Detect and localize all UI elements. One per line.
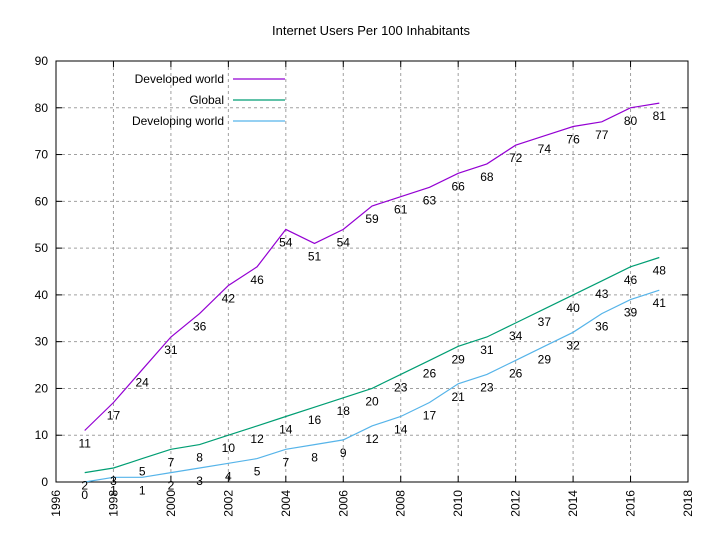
series-line-developing-world xyxy=(84,289,660,483)
data-label-global: 8 xyxy=(196,451,203,465)
plot-frame xyxy=(55,60,689,483)
y-tick-label: 50 xyxy=(35,241,49,255)
data-label-global: 46 xyxy=(624,273,638,287)
data-label-global: 34 xyxy=(509,329,523,343)
data-label-global: 31 xyxy=(480,343,494,357)
x-tick-label: 2010 xyxy=(451,490,465,517)
y-tick-label: 80 xyxy=(35,101,49,115)
data-label-developing-world: 12 xyxy=(365,432,379,446)
chart-title: Internet Users Per 100 Inhabitants xyxy=(272,23,471,38)
x-tick-label: 2008 xyxy=(394,490,408,517)
data-label-developing-world: 4 xyxy=(225,469,232,483)
data-label-developed-world: 76 xyxy=(566,132,580,146)
x-tick-label: 2004 xyxy=(279,490,293,517)
data-label-developing-world: 26 xyxy=(509,366,523,380)
series-line-global xyxy=(84,256,660,474)
data-label-global: 20 xyxy=(365,394,379,408)
data-label-developed-world: 31 xyxy=(164,343,178,357)
x-tick-label: 2018 xyxy=(681,490,695,517)
data-label-developed-world: 54 xyxy=(337,235,351,249)
data-label-developed-world: 51 xyxy=(308,249,322,263)
x-tick-label: 2014 xyxy=(566,490,580,517)
data-label-developing-world: 2 xyxy=(168,479,175,493)
data-label-developing-world: 5 xyxy=(254,465,261,479)
data-label-developing-world: 41 xyxy=(653,296,667,310)
data-label-global: 23 xyxy=(394,380,408,394)
data-label-developed-world: 54 xyxy=(279,235,293,249)
data-label-global: 14 xyxy=(279,423,293,437)
y-tick-label: 0 xyxy=(41,475,48,489)
data-label-developing-world: 21 xyxy=(452,390,466,404)
data-label-global: 37 xyxy=(538,315,552,329)
data-label-developed-world: 42 xyxy=(222,292,236,306)
data-label-global: 18 xyxy=(337,404,351,418)
data-label-global: 16 xyxy=(308,413,322,427)
data-label-global: 26 xyxy=(423,366,437,380)
series-lines xyxy=(84,102,660,483)
legend-label-developing-world: Developing world xyxy=(132,114,224,128)
data-label-global: 29 xyxy=(452,352,466,366)
data-label-developing-world: 39 xyxy=(624,306,638,320)
data-label-global: 48 xyxy=(653,263,667,277)
y-tick-label: 30 xyxy=(35,335,49,349)
legend: Developed world Global Developing world xyxy=(132,72,285,128)
data-label-developed-world: 17 xyxy=(107,408,121,422)
y-tick-label: 20 xyxy=(35,381,49,395)
data-label-global: 3 xyxy=(110,474,117,488)
data-label-developed-world: 80 xyxy=(624,114,638,128)
data-label-global: 2 xyxy=(81,479,88,493)
data-label-global: 40 xyxy=(566,301,580,315)
x-tick-label: 1998 xyxy=(106,490,120,517)
data-label-developing-world: 29 xyxy=(538,352,552,366)
data-label-developing-world: 17 xyxy=(423,408,437,422)
legend-label-global: Global xyxy=(189,93,224,107)
legend-label-developed-world: Developed world xyxy=(135,72,224,86)
y-tick-label: 60 xyxy=(35,194,49,208)
x-tick-label: 2002 xyxy=(221,490,235,517)
x-tick-label: 2012 xyxy=(509,490,523,517)
data-label-developed-world: 11 xyxy=(78,437,91,451)
data-label-global: 43 xyxy=(595,287,609,301)
data-label-developing-world: 23 xyxy=(480,380,494,394)
x-tick-label: 2016 xyxy=(624,490,638,517)
data-label-developing-world: 1 xyxy=(139,483,146,497)
x-tick-label: 2006 xyxy=(336,490,350,517)
y-tick-label: 40 xyxy=(35,288,49,302)
data-label-developed-world: 63 xyxy=(423,193,437,207)
x-tick-label: 2000 xyxy=(164,490,178,517)
data-label-developing-world: 1 xyxy=(110,483,117,497)
data-label-developing-world: 9 xyxy=(340,446,347,460)
data-label-global: 5 xyxy=(139,465,146,479)
data-label-developing-world: 36 xyxy=(595,320,609,334)
data-label-developed-world: 59 xyxy=(365,212,379,226)
data-label-developing-world: 8 xyxy=(311,451,318,465)
series-line-developed-world xyxy=(84,102,660,431)
data-label-developed-world: 72 xyxy=(509,151,523,165)
x-tick-label: 1996 xyxy=(49,490,63,517)
data-label-developed-world: 74 xyxy=(538,142,552,156)
grid xyxy=(56,61,688,482)
data-label-developing-world: 7 xyxy=(282,455,289,469)
data-label-developed-world: 81 xyxy=(653,109,667,123)
data-label-global: 12 xyxy=(250,432,264,446)
data-label-developing-world: 32 xyxy=(566,338,580,352)
data-label-developed-world: 68 xyxy=(480,170,494,184)
data-label-developed-world: 66 xyxy=(452,179,466,193)
data-label-developed-world: 61 xyxy=(394,203,408,217)
data-label-developed-world: 46 xyxy=(250,273,264,287)
data-label-developing-world: 14 xyxy=(394,423,408,437)
y-tick-label: 90 xyxy=(35,54,49,68)
data-label-global: 7 xyxy=(168,455,175,469)
data-label-developed-world: 36 xyxy=(193,320,207,334)
data-label-developing-world: 3 xyxy=(196,474,203,488)
y-tick-label: 70 xyxy=(35,148,49,162)
data-label-developing-world: 0 xyxy=(81,488,88,502)
data-label-developed-world: 77 xyxy=(595,128,609,142)
y-tick-label: 10 xyxy=(35,428,49,442)
data-label-global: 10 xyxy=(222,441,236,455)
data-label-developed-world: 24 xyxy=(136,376,150,390)
